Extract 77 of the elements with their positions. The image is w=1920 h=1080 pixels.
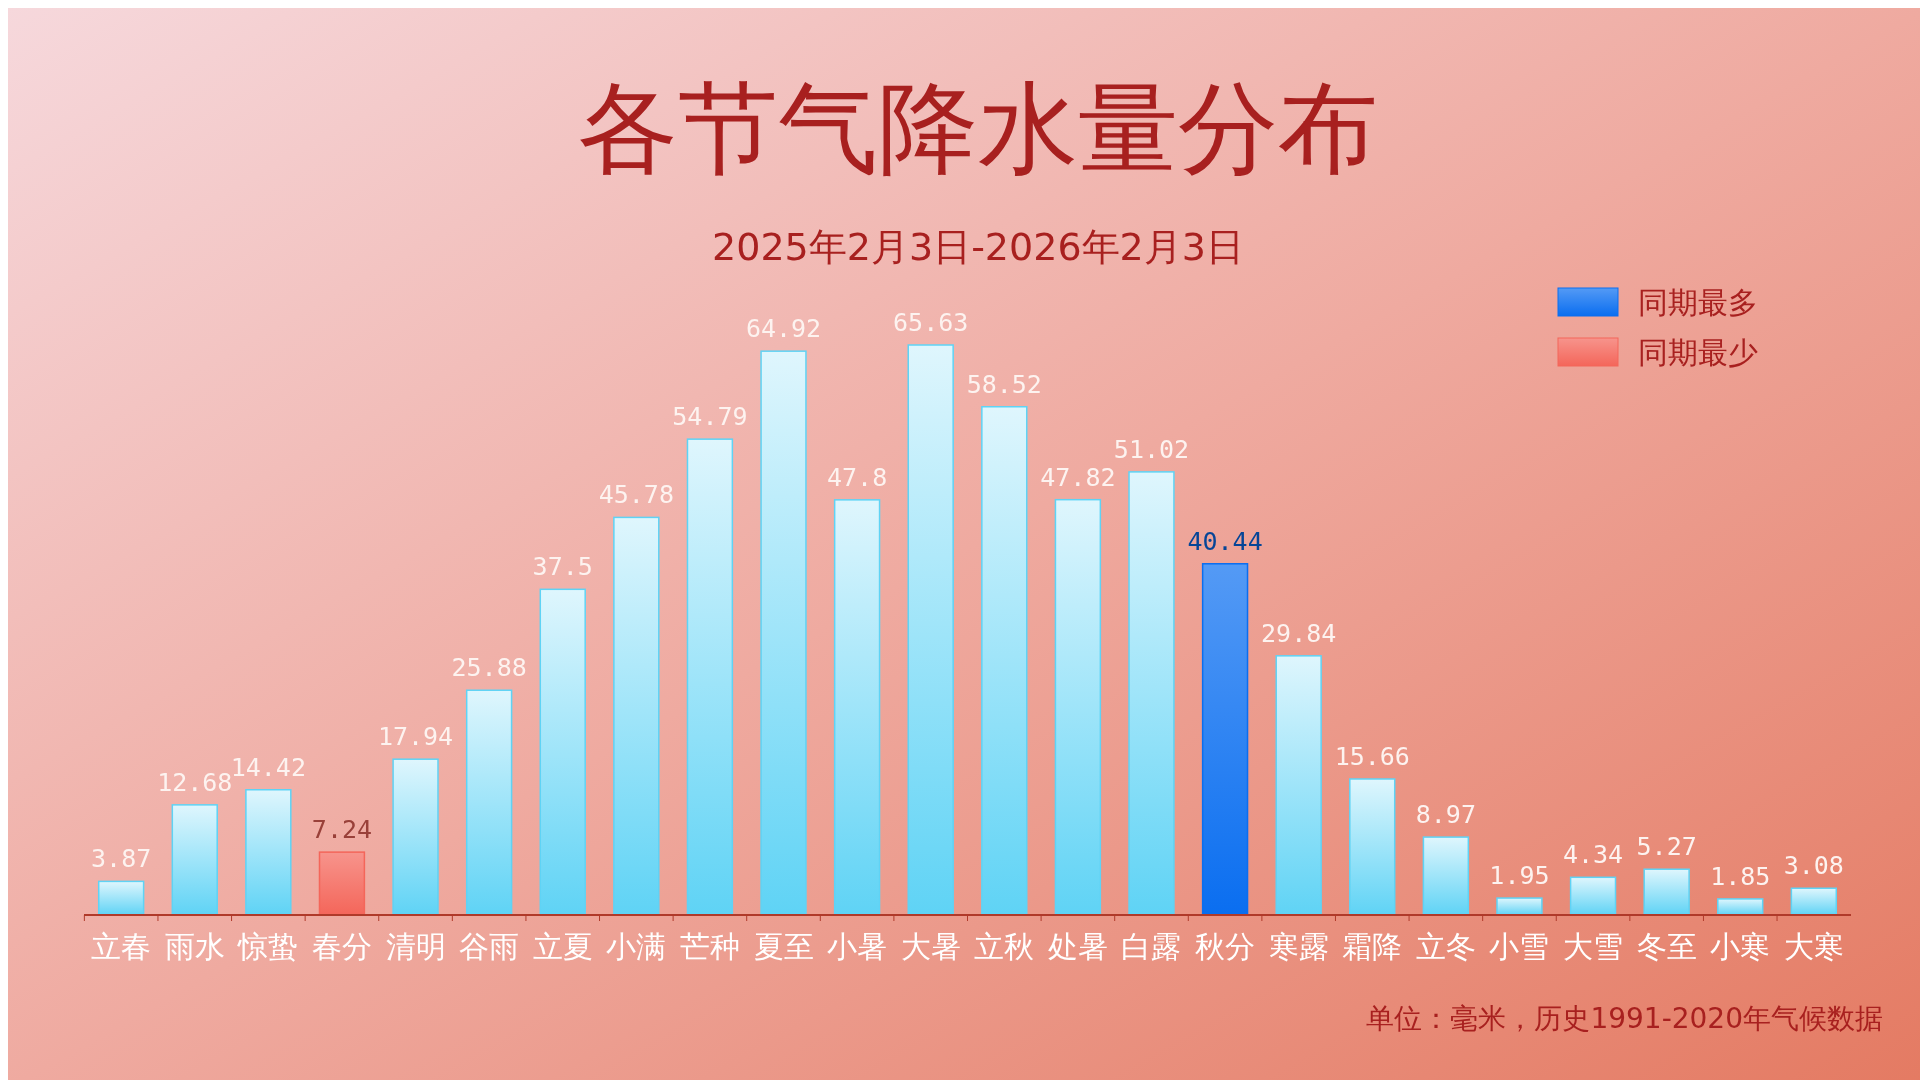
- x-tick-label: 小雪: [1489, 929, 1550, 964]
- bar: [465, 689, 513, 916]
- x-tick-label: 立夏: [532, 929, 593, 964]
- x-tick-label: 芒种: [679, 929, 740, 964]
- bar: [318, 851, 366, 916]
- x-tick-label: 春分: [311, 929, 372, 964]
- data-label: 1.85: [1710, 861, 1771, 891]
- bar: [613, 516, 660, 916]
- x-tick-label: 寒露: [1268, 929, 1329, 964]
- bar: [1128, 471, 1175, 916]
- bar: [1054, 498, 1102, 916]
- x-tick-label: 霜降: [1342, 929, 1403, 964]
- data-label: 7.24: [311, 815, 373, 845]
- x-tick-label: 谷雨: [459, 929, 520, 964]
- x-tick-label: 小暑: [827, 929, 888, 964]
- x-tick-label: 立冬: [1415, 929, 1476, 964]
- legend-label: 同期最多: [1638, 285, 1758, 320]
- data-label: 29.84: [1261, 618, 1337, 648]
- data-label: 3.87: [91, 844, 152, 874]
- chart-subtitle: 2025年2月3日-2026年2月3日: [712, 225, 1244, 269]
- data-label: 12.68: [157, 767, 233, 797]
- data-label: 1.95: [1489, 861, 1550, 891]
- data-label: 65.63: [893, 308, 969, 337]
- bar: [1496, 897, 1543, 916]
- data-label: 15.66: [1334, 741, 1410, 771]
- bar: [392, 758, 439, 916]
- x-tick-label: 清明: [385, 929, 446, 964]
- x-tick-label: 冬至: [1636, 929, 1697, 964]
- x-tick-label: 夏至: [753, 929, 814, 964]
- x-tick-label: 白露: [1121, 929, 1182, 964]
- bar: [1275, 655, 1322, 916]
- data-label: 58.52: [966, 369, 1042, 399]
- x-tick-label: 大暑: [900, 929, 961, 964]
- x-tick-label: 大寒: [1783, 929, 1844, 964]
- x-tick-label: 雨水: [164, 929, 225, 964]
- x-tick-label: 立春: [91, 929, 152, 964]
- data-label: 17.94: [377, 722, 454, 752]
- data-label: 14.42: [230, 752, 306, 782]
- data-label: 4.34: [1562, 840, 1624, 870]
- data-label: 40.44: [1187, 526, 1263, 556]
- bar: [539, 588, 586, 916]
- bar: [245, 789, 292, 916]
- x-tick-label: 大雪: [1563, 929, 1624, 964]
- x-tick-label: 小满: [606, 929, 667, 964]
- x-tick-label: 小寒: [1710, 929, 1771, 964]
- bar: [1569, 876, 1617, 916]
- bar: [1201, 563, 1249, 916]
- x-tick-label: 惊蛰: [237, 929, 299, 964]
- data-label: 47.82: [1040, 462, 1116, 492]
- data-label: 8.97: [1415, 800, 1476, 830]
- data-label: 64.92: [745, 314, 822, 344]
- bar: [981, 406, 1028, 916]
- x-tick-label: 处暑: [1047, 929, 1108, 964]
- data-label: 54.79: [672, 402, 748, 432]
- bar: [1422, 836, 1470, 916]
- x-tick-label: 立秋: [974, 929, 1035, 964]
- bar: [1790, 887, 1838, 916]
- legend-label: 同期最少: [1638, 335, 1758, 370]
- bar: [760, 350, 807, 916]
- chart-title: 各节气降水量分布: [578, 70, 1378, 187]
- data-label: 3.08: [1783, 851, 1844, 881]
- bar: [1643, 868, 1690, 916]
- bar: [1717, 898, 1764, 916]
- text: 单位：毫米，历史1991-2020年气候数据: [1366, 1002, 1883, 1035]
- data-label: 5.27: [1636, 832, 1697, 862]
- bar: [97, 880, 145, 916]
- x-tick-label: 秋分: [1195, 929, 1256, 964]
- data-label: 47.8: [827, 462, 888, 492]
- data-label: 51.02: [1113, 434, 1190, 464]
- bar: [833, 499, 881, 916]
- bar: [171, 804, 218, 916]
- bar: [686, 438, 734, 916]
- bar: [1349, 778, 1396, 916]
- data-label: 37.5: [532, 552, 593, 582]
- data-label: 45.78: [598, 480, 674, 510]
- bar: [907, 344, 954, 916]
- data-label: 25.88: [451, 653, 527, 683]
